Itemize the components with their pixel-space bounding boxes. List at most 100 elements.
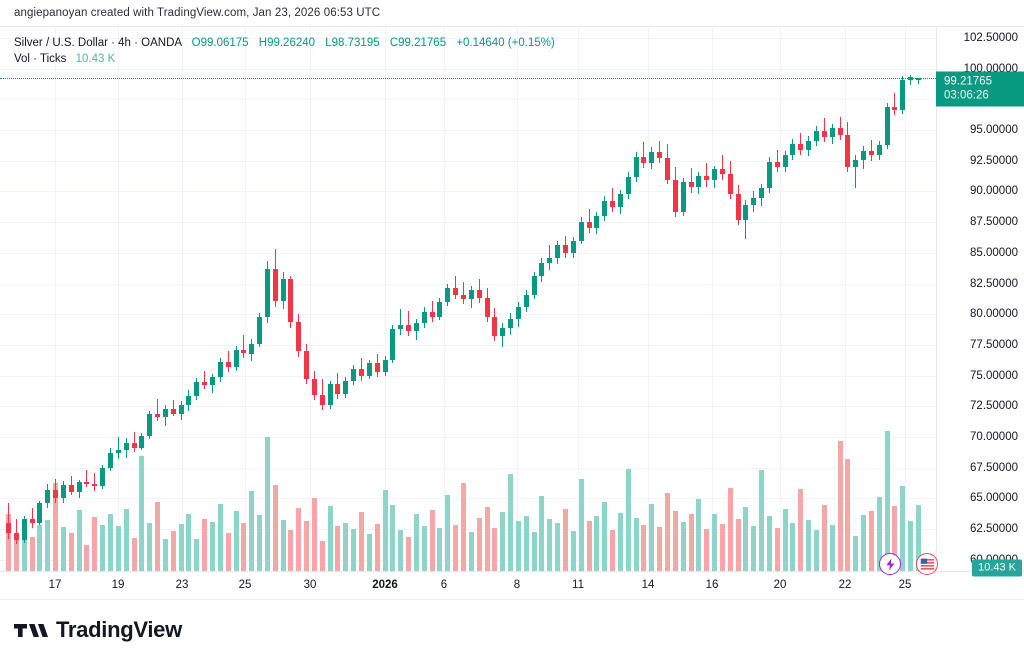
volume-bar bbox=[554, 523, 560, 571]
candle-wick bbox=[589, 208, 590, 234]
current-price-badge[interactable]: 99.21765 03:06:26 bbox=[936, 71, 1024, 107]
candle-body bbox=[193, 381, 199, 397]
candle-body bbox=[789, 143, 795, 155]
volume-bar bbox=[844, 459, 850, 571]
gridline-horizontal bbox=[0, 406, 936, 408]
candle-body bbox=[876, 144, 882, 155]
volume-bar bbox=[507, 474, 513, 571]
candle-body bbox=[868, 150, 874, 155]
volume-value-badge[interactable]: 10.43 K bbox=[972, 559, 1022, 577]
candle-body bbox=[711, 169, 717, 181]
volume-bar bbox=[233, 511, 239, 571]
volume-bar bbox=[805, 520, 811, 571]
time-axis-label: 30 bbox=[303, 579, 317, 591]
tradingview-logo[interactable]: TradingView bbox=[14, 617, 182, 643]
candle-body bbox=[248, 343, 254, 354]
candle-body bbox=[225, 362, 231, 367]
volume-bar bbox=[358, 512, 364, 571]
candle-body bbox=[837, 127, 843, 135]
gridline-horizontal bbox=[0, 283, 936, 285]
tradingview-mark-icon bbox=[14, 623, 48, 637]
volume-bar bbox=[656, 527, 662, 571]
candle-wick bbox=[691, 168, 692, 193]
price-scale[interactable]: 102.50000100.0000097.5000095.0000092.500… bbox=[936, 27, 1024, 577]
volume-bar bbox=[484, 506, 490, 571]
gridline-horizontal bbox=[0, 99, 936, 101]
price-axis-label: 85.00000 bbox=[970, 246, 1018, 259]
candle-wick bbox=[173, 400, 174, 417]
candle-body bbox=[421, 311, 427, 323]
volume-bar bbox=[719, 523, 725, 571]
candle-body bbox=[680, 181, 686, 213]
candle-body bbox=[209, 376, 215, 386]
gridline-horizontal bbox=[0, 344, 936, 346]
volume-bar bbox=[52, 483, 58, 571]
us-flag-icon[interactable] bbox=[916, 553, 938, 575]
volume-bar bbox=[5, 513, 11, 571]
candle-wick bbox=[918, 77, 919, 85]
candle-body bbox=[860, 150, 866, 160]
candle-body bbox=[782, 154, 788, 167]
price-axis-label: 95.00000 bbox=[970, 124, 1018, 137]
candle-body bbox=[131, 443, 137, 449]
gridline-horizontal bbox=[0, 559, 936, 561]
candle-body bbox=[334, 384, 340, 394]
chart-plot-area[interactable] bbox=[0, 27, 936, 572]
candle-wick bbox=[400, 309, 401, 336]
candle-body bbox=[36, 503, 42, 523]
price-axis-label: 72.50000 bbox=[970, 400, 1018, 413]
gridline-vertical bbox=[182, 27, 183, 572]
time-axis-label: 17 bbox=[48, 579, 62, 591]
candle-body bbox=[374, 363, 380, 372]
volume-bar bbox=[138, 456, 144, 571]
candle-body bbox=[476, 289, 482, 299]
candle-body bbox=[146, 413, 152, 436]
volume-bar bbox=[303, 520, 309, 571]
volume-bar bbox=[240, 523, 246, 571]
candle-body bbox=[280, 278, 286, 301]
volume-bar bbox=[334, 525, 340, 571]
volume-bar bbox=[813, 529, 819, 571]
candle-wick bbox=[855, 154, 856, 188]
gridline-vertical bbox=[712, 27, 713, 572]
candle-wick bbox=[722, 154, 723, 181]
candle-body bbox=[617, 193, 623, 208]
candle-body bbox=[562, 245, 568, 253]
candle-body bbox=[68, 484, 74, 493]
time-axis-label: 6 bbox=[440, 579, 448, 591]
flag-glyph bbox=[920, 557, 934, 571]
volume-bar bbox=[876, 496, 882, 571]
candle-body bbox=[52, 489, 58, 499]
candle-body bbox=[162, 408, 168, 418]
volume-bar bbox=[366, 534, 372, 571]
candle-wick bbox=[118, 436, 119, 460]
volume-bar bbox=[829, 524, 835, 571]
candle-wick bbox=[204, 370, 205, 390]
candle-wick bbox=[432, 300, 433, 322]
candle-body bbox=[484, 298, 490, 317]
time-axis-label: 16 bbox=[705, 579, 719, 591]
volume-bar bbox=[436, 527, 442, 571]
volume-bar bbox=[915, 504, 921, 571]
gridline-horizontal bbox=[0, 38, 936, 40]
volume-bar bbox=[264, 437, 270, 571]
volume-bar bbox=[256, 515, 262, 571]
candle-body bbox=[319, 395, 325, 406]
candle-wick bbox=[643, 142, 644, 169]
volume-bar bbox=[735, 518, 741, 571]
gridline-vertical bbox=[118, 27, 119, 572]
time-axis-label: 20 bbox=[773, 579, 787, 591]
volume-bar bbox=[319, 541, 325, 571]
gridline-horizontal bbox=[0, 498, 936, 500]
candle-wick bbox=[871, 139, 872, 161]
lightning-bolt-icon[interactable] bbox=[879, 553, 901, 575]
time-axis-label: 2026 bbox=[372, 579, 398, 591]
candle-body bbox=[327, 384, 333, 406]
volume-bar bbox=[248, 491, 254, 571]
time-axis[interactable]: 17 19 23 25 30 2026 6 8 11 14 16 20 22 25 bbox=[0, 571, 1024, 599]
volume-bar bbox=[131, 537, 137, 571]
gridline-horizontal bbox=[0, 436, 936, 438]
price-axis-label: 67.50000 bbox=[970, 461, 1018, 474]
candle-body bbox=[538, 262, 544, 277]
